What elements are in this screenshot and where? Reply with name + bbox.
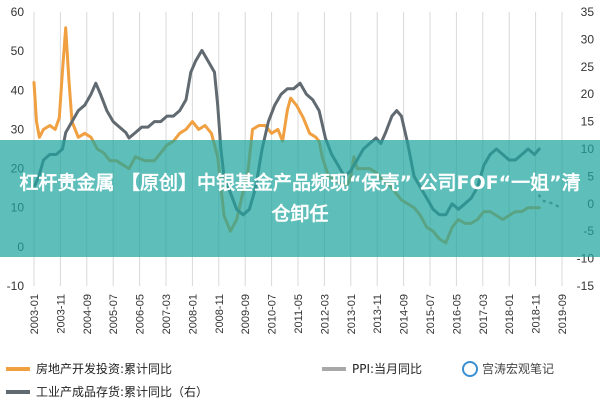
left-tick-label: -10 [7, 279, 25, 293]
x-tick-label: 2014-09 [399, 294, 411, 334]
legend-label: PPI:当月同比 [352, 362, 422, 376]
left-tick-label: 30 [11, 122, 25, 136]
x-tick-label: 2008-11 [214, 294, 226, 334]
x-tick-label: 2013-01 [346, 294, 358, 334]
left-tick-label: 50 [11, 44, 25, 58]
right-tick-label: 30 [581, 32, 595, 46]
right-tick-label: 25 [581, 60, 595, 74]
x-tick-label: 2004-09 [82, 294, 94, 334]
watermark-logo-icon [462, 360, 478, 377]
x-tick-label: 2009-09 [240, 294, 252, 334]
right-tick-label: -15 [577, 279, 595, 293]
x-tick-label: 2006-05 [135, 294, 147, 334]
x-tick-label: 2007-03 [161, 294, 173, 334]
x-tick-label: 2005-07 [108, 294, 120, 334]
banner-title: 杠杆贵金属 【原创】中银基金产品频现“保壳” 公司FOF“一姐”清仓卸任 [19, 171, 581, 225]
x-tick-label: 2018-11 [531, 294, 543, 334]
watermark: 宫涛宏观笔记 [462, 360, 554, 377]
legend-label: 房地产开发投资:累计同比 [36, 361, 172, 376]
x-tick-label: 2015-07 [425, 294, 437, 334]
x-tick-label: 2003-01 [29, 294, 41, 334]
right-tick-label: 35 [581, 5, 595, 19]
right-tick-label: 20 [581, 87, 595, 101]
x-tick-label: 2018-01 [504, 294, 516, 334]
watermark-text: 宫涛宏观笔记 [482, 362, 555, 376]
x-tick-label: 2011-05 [293, 294, 305, 334]
x-axis-ticks: 2003-01 2003-11 2004-09 2005-07 2006-05 2007-… [29, 294, 569, 334]
x-tick-label: 2003-11 [55, 294, 67, 334]
left-tick-label: 40 [11, 83, 25, 97]
x-tick-label: 2008-01 [187, 294, 199, 334]
title-banner: 杠杆贵金属 【原创】中银基金产品频现“保壳” 公司FOF“一姐”清仓卸任 [0, 140, 600, 257]
left-tick-label: 60 [11, 5, 25, 19]
x-tick-label: 2013-11 [372, 294, 384, 334]
legend-label: 工业产成品存货:累计同比（右） [36, 384, 208, 399]
right-tick-label: 15 [581, 115, 595, 129]
x-tick-label: 2016-05 [451, 294, 463, 334]
x-tick-label: 2012-03 [319, 294, 331, 334]
x-tick-label: 2010-07 [267, 294, 279, 334]
x-tick-label: 2017-03 [478, 294, 490, 334]
x-tick-label: 2019-09 [557, 294, 569, 334]
